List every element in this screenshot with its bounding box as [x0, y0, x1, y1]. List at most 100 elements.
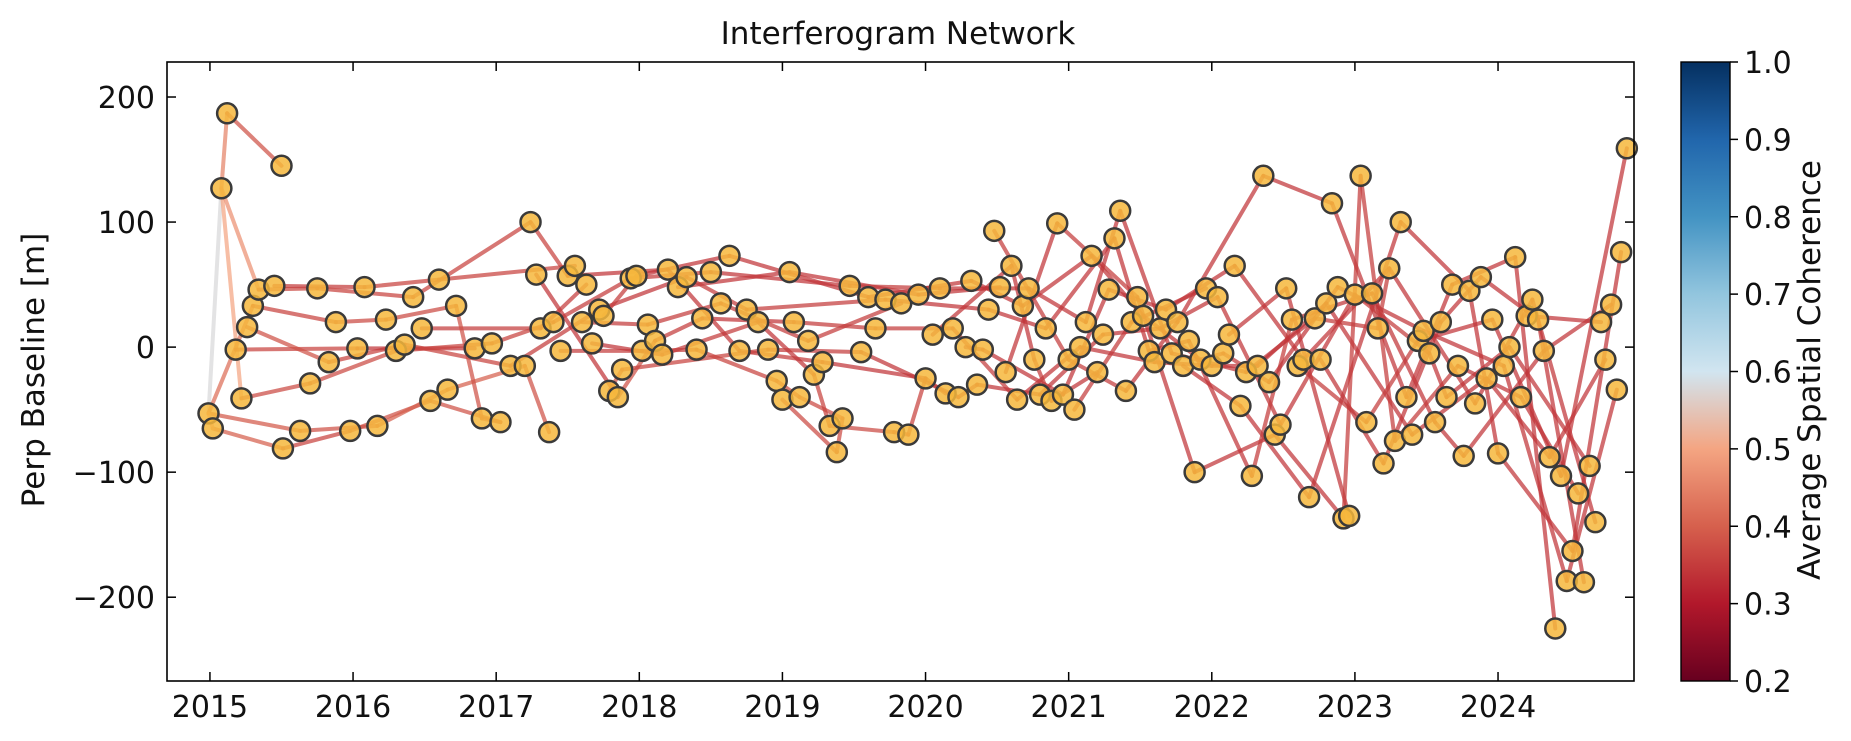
acquisition-node: [1395, 385, 1418, 409]
acquisition-node: [1360, 282, 1384, 305]
acquisition-node: [1463, 392, 1487, 415]
interferogram-edge: [694, 347, 779, 383]
acquisition-node: [1280, 308, 1304, 331]
interferogram-edge: [206, 186, 224, 416]
acquisition-node: [263, 274, 286, 298]
acquisition-node: [765, 369, 788, 393]
acquisition-node: [1412, 319, 1435, 343]
acquisition-node: [756, 338, 780, 361]
acquisition-node: [1051, 383, 1075, 406]
acquisition-node: [1355, 410, 1378, 434]
acquisition-node: [1183, 460, 1206, 484]
acquisition-node: [201, 417, 225, 440]
acquisition-node: [1217, 323, 1241, 346]
acquisition-node: [575, 273, 598, 296]
acquisition-node: [215, 102, 239, 125]
acquisition-node: [592, 304, 615, 328]
acquisition-node: [1177, 329, 1201, 353]
acquisition-node: [427, 268, 451, 291]
acquisition-node: [988, 275, 1012, 299]
acquisition-node: [1086, 360, 1109, 384]
acquisition-node: [436, 378, 459, 401]
interferogram-edge: [1341, 173, 1363, 521]
acquisition-node: [1269, 413, 1292, 436]
interferogram-edge: [634, 253, 732, 278]
plot-frame: [166, 61, 1635, 682]
acquisition-node: [971, 338, 995, 361]
acquisition-node: [1223, 254, 1246, 278]
interferogram-edge: [1175, 173, 1266, 325]
acquisition-node: [1544, 617, 1567, 640]
colorbar-tick-label: 0.7: [1744, 278, 1792, 313]
x-tick-label: 2024: [1460, 690, 1536, 725]
interferogram-edge: [454, 303, 484, 421]
acquisition-node: [1063, 398, 1086, 421]
acquisition-node: [1257, 370, 1281, 394]
acquisition-node: [982, 219, 1006, 243]
acquisition-node: [306, 277, 329, 300]
acquisition-node: [1080, 244, 1103, 268]
acquisition-node: [650, 343, 674, 366]
colorbar-tick-label: 0.5: [1744, 433, 1792, 468]
acquisition-node: [994, 360, 1017, 384]
acquisition-node: [782, 310, 806, 334]
interferogram-edge: [245, 325, 331, 365]
interferogram-edge: [1404, 282, 1455, 400]
colorbar: 1.0 0.9 0.8 0.7 0.6 0.5 0.4 0.3 0.2: [1680, 46, 1792, 700]
interferogram-edge: [1496, 451, 1575, 553]
acquisition-node: [709, 292, 733, 315]
acquisition-node: [1315, 292, 1338, 315]
interferogram-edge: [239, 381, 313, 401]
interferogram-edge: [219, 186, 244, 401]
acquisition-node: [1045, 212, 1069, 235]
acquisition-node: [235, 315, 259, 339]
acquisition-node: [353, 275, 376, 299]
acquisition-node: [1605, 378, 1629, 401]
interferogram-edge: [534, 272, 620, 400]
acquisition-node: [897, 423, 920, 446]
acquisition-node: [1521, 288, 1544, 311]
acquisition-node: [210, 177, 233, 200]
acquisition-node: [1418, 342, 1441, 365]
interferogram-edge: [1238, 403, 1312, 500]
acquisition-node: [1538, 445, 1561, 469]
acquisition-node: [849, 340, 873, 364]
interferogram-edge: [551, 276, 633, 325]
acquisition-node: [811, 350, 834, 374]
acquisition-node: [965, 373, 989, 396]
y-tick-label: −100: [73, 456, 155, 491]
interferogram-edge: [225, 111, 284, 168]
acquisition-node: [1509, 385, 1533, 409]
acquisition-node: [1475, 367, 1498, 390]
acquisition-node: [1091, 323, 1115, 346]
acquisition-node: [549, 339, 572, 363]
acquisition-node: [366, 414, 389, 438]
acquisition-node: [1372, 452, 1395, 475]
interferogram-edge: [210, 426, 285, 451]
acquisition-node: [1023, 348, 1046, 371]
interferogram-edge: [1559, 146, 1629, 478]
acquisition-node: [1166, 310, 1189, 334]
acquisition-node: [788, 385, 811, 409]
acquisition-node: [1572, 570, 1596, 594]
interferogram-edge: [660, 320, 761, 357]
acquisition-node: [1435, 385, 1458, 409]
acquisition-node: [838, 274, 861, 298]
acquisition-node: [746, 310, 770, 334]
acquisition-node: [580, 332, 604, 355]
interferogram-edge: [1318, 357, 1386, 466]
colorbar-tick-label: 0.4: [1744, 510, 1792, 545]
acquisition-node: [1609, 240, 1633, 264]
acquisition-node: [796, 329, 820, 353]
interferogram-edge: [1461, 348, 1546, 458]
y-axis-title: Perp Baseline [m]: [16, 233, 52, 508]
acquisition-node: [419, 389, 442, 413]
chart-title: Interferogram Network: [721, 16, 1076, 52]
acquisition-node: [270, 154, 293, 178]
acquisition-node: [542, 310, 565, 334]
acquisition-node: [625, 264, 648, 288]
colorbar-tick-label: 0.9: [1744, 123, 1792, 158]
acquisition-node: [1423, 410, 1447, 434]
interferogram-edge: [645, 301, 723, 327]
acquisition-node: [1492, 354, 1516, 378]
